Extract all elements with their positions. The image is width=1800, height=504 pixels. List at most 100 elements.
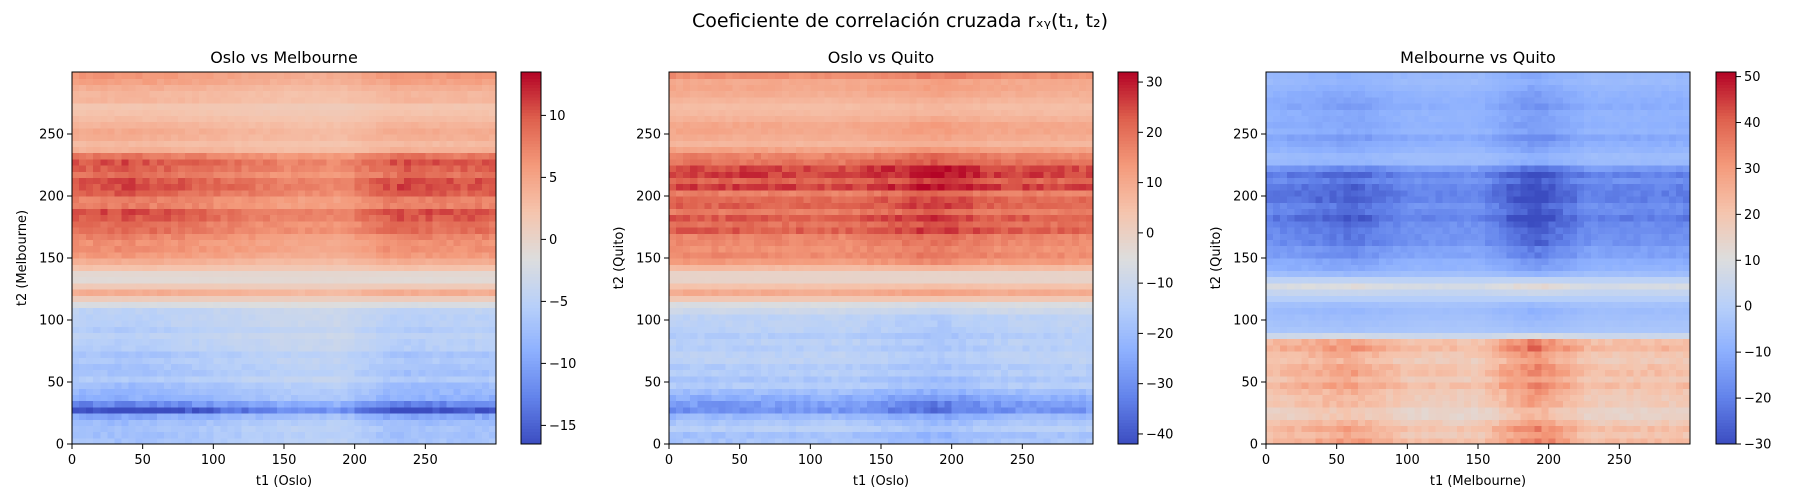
heatmap-cell [397, 295, 405, 302]
heatmap-cell [305, 345, 313, 352]
heatmap-cell [291, 233, 299, 240]
heatmap-cell [489, 115, 497, 122]
heatmap-cell [72, 407, 80, 414]
heatmap-cell [305, 301, 313, 308]
heatmap-cell [93, 165, 101, 172]
heatmap-cell [1001, 419, 1009, 426]
heatmap-cell [747, 413, 755, 420]
heatmap-cell [79, 425, 87, 432]
heatmap-cell [227, 122, 235, 129]
heatmap-cell [432, 122, 440, 129]
heatmap-cell [199, 252, 207, 259]
heatmap-cell [150, 326, 158, 333]
heatmap-cell [482, 314, 490, 321]
heatmap-cell [298, 320, 306, 327]
heatmap-cell [881, 363, 889, 370]
heatmap-cell [178, 252, 186, 259]
heatmap-cell [754, 370, 762, 377]
heatmap-cell [895, 345, 903, 352]
heatmap-cell [810, 419, 818, 426]
heatmap-cell [298, 425, 306, 432]
heatmap-cell [107, 140, 115, 147]
heatmap-cell [348, 264, 356, 271]
heatmap-cell [902, 332, 910, 339]
heatmap-cell [775, 419, 783, 426]
heatmap-cell [468, 357, 476, 364]
heatmap-cell [291, 351, 299, 358]
heatmap-cell [411, 345, 419, 352]
heatmap-cell [79, 370, 87, 377]
heatmap-cell [263, 208, 271, 215]
heatmap-cell [277, 91, 285, 98]
heatmap-cell [220, 153, 228, 160]
heatmap-cell [930, 332, 938, 339]
heatmap-cell [489, 239, 497, 246]
heatmap-cell [220, 314, 228, 321]
heatmap-cell [482, 184, 490, 191]
heatmap-cell [107, 357, 115, 364]
heatmap-cell [312, 252, 320, 259]
heatmap-cell [121, 146, 129, 153]
heatmap-cell [832, 370, 840, 377]
heatmap-cell [348, 208, 356, 215]
heatmap-cell [726, 357, 734, 364]
heatmap-cell [256, 376, 264, 383]
heatmap-cell [114, 320, 122, 327]
heatmap-cell [980, 382, 988, 389]
heatmap-cell [390, 382, 398, 389]
heatmap-cell [411, 308, 419, 315]
heatmap-cell [333, 320, 341, 327]
heatmap-cell [817, 419, 825, 426]
heatmap-cell [475, 320, 483, 327]
heatmap-cell [718, 351, 726, 358]
heatmap-cell [129, 171, 137, 178]
heatmap-cell [235, 351, 243, 358]
heatmap-cell [704, 320, 712, 327]
heatmap-cell [916, 407, 924, 414]
heatmap-cell [945, 363, 953, 370]
heatmap-cell [199, 146, 207, 153]
heatmap-cell [482, 407, 490, 414]
heatmap-cell [789, 407, 797, 414]
heatmap-cell [390, 320, 398, 327]
heatmap-cell [803, 388, 811, 395]
heatmap-cell [383, 277, 391, 284]
heatmap-cell [1044, 432, 1052, 439]
heatmap-cell [952, 332, 960, 339]
heatmap-cell [206, 221, 214, 228]
heatmap-cell [475, 270, 483, 277]
heatmap-cell [72, 376, 80, 383]
heatmap-cell [482, 78, 490, 85]
heatmap-cell [242, 432, 250, 439]
heatmap-cell [333, 326, 341, 333]
heatmap-cell [461, 370, 469, 377]
heatmap-cell [1072, 394, 1080, 401]
heatmap-cell [249, 258, 257, 265]
heatmap-cell [86, 72, 94, 79]
heatmap-cell [454, 339, 462, 346]
heatmap-cell [249, 146, 257, 153]
heatmap-cell [1015, 407, 1023, 414]
heatmap-cell [333, 72, 341, 79]
heatmap-cell [461, 289, 469, 296]
heatmap-cell [256, 370, 264, 377]
heatmap-cell [432, 363, 440, 370]
heatmap-cell [220, 159, 228, 166]
heatmap-cell [235, 363, 243, 370]
heatmap-cell [1086, 425, 1094, 432]
heatmap-cell [263, 115, 271, 122]
heatmap-cell [312, 140, 320, 147]
heatmap-cell [136, 177, 144, 184]
heatmap-cell [461, 103, 469, 110]
heatmap-cell [489, 97, 497, 104]
heatmap-cell [1058, 351, 1066, 358]
heatmap-cell [383, 388, 391, 395]
heatmap-cell [114, 326, 122, 333]
heatmap-cell [143, 97, 151, 104]
heatmap-cell [461, 208, 469, 215]
heatmap-cell [390, 339, 398, 346]
heatmap-cell [86, 270, 94, 277]
heatmap-cell [333, 432, 341, 439]
heatmap-cell [72, 165, 80, 172]
